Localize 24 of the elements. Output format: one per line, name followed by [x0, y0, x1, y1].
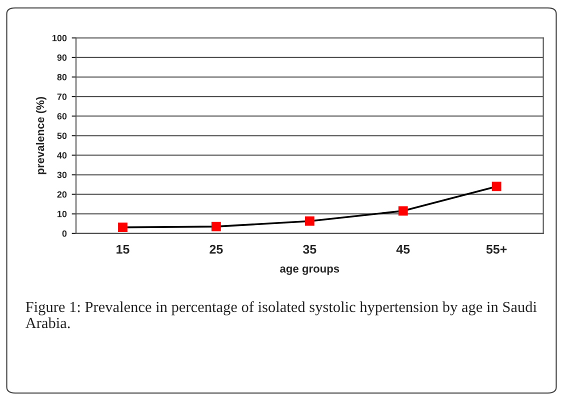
y-tick-label: 90	[57, 54, 67, 61]
y-axis-title: prevalence (%)	[36, 96, 46, 174]
x-tick-label: 55+	[486, 244, 507, 254]
point	[118, 222, 128, 232]
y-tick-label: 0	[62, 230, 67, 237]
point	[398, 206, 408, 216]
y-tick-label: 20	[57, 191, 67, 198]
x-tick-label: 25	[210, 244, 223, 254]
y-tick-label: 30	[57, 172, 67, 178]
y-tick-label: 10	[58, 210, 67, 218]
y-tick-label: 50	[57, 132, 67, 140]
x-tick-label: 35	[302, 244, 316, 254]
y-tick-label: 80	[57, 74, 67, 80]
x-axis-title: age groups	[280, 266, 340, 275]
y-tick-label: 60	[57, 113, 67, 120]
point	[492, 182, 502, 192]
y-tick-label: 100	[52, 34, 67, 42]
x-tick-label: 15	[116, 244, 130, 254]
point	[304, 216, 314, 226]
y-tick-label: 40	[57, 152, 67, 159]
caption: Figure 1: Prevalence in percentage of isolated systolic hypertension by age in Saudi Arabia.	[25, 301, 537, 328]
point	[212, 222, 221, 232]
x-tick-label: 45	[396, 244, 410, 254]
y-tick-label: 70	[57, 94, 67, 100]
